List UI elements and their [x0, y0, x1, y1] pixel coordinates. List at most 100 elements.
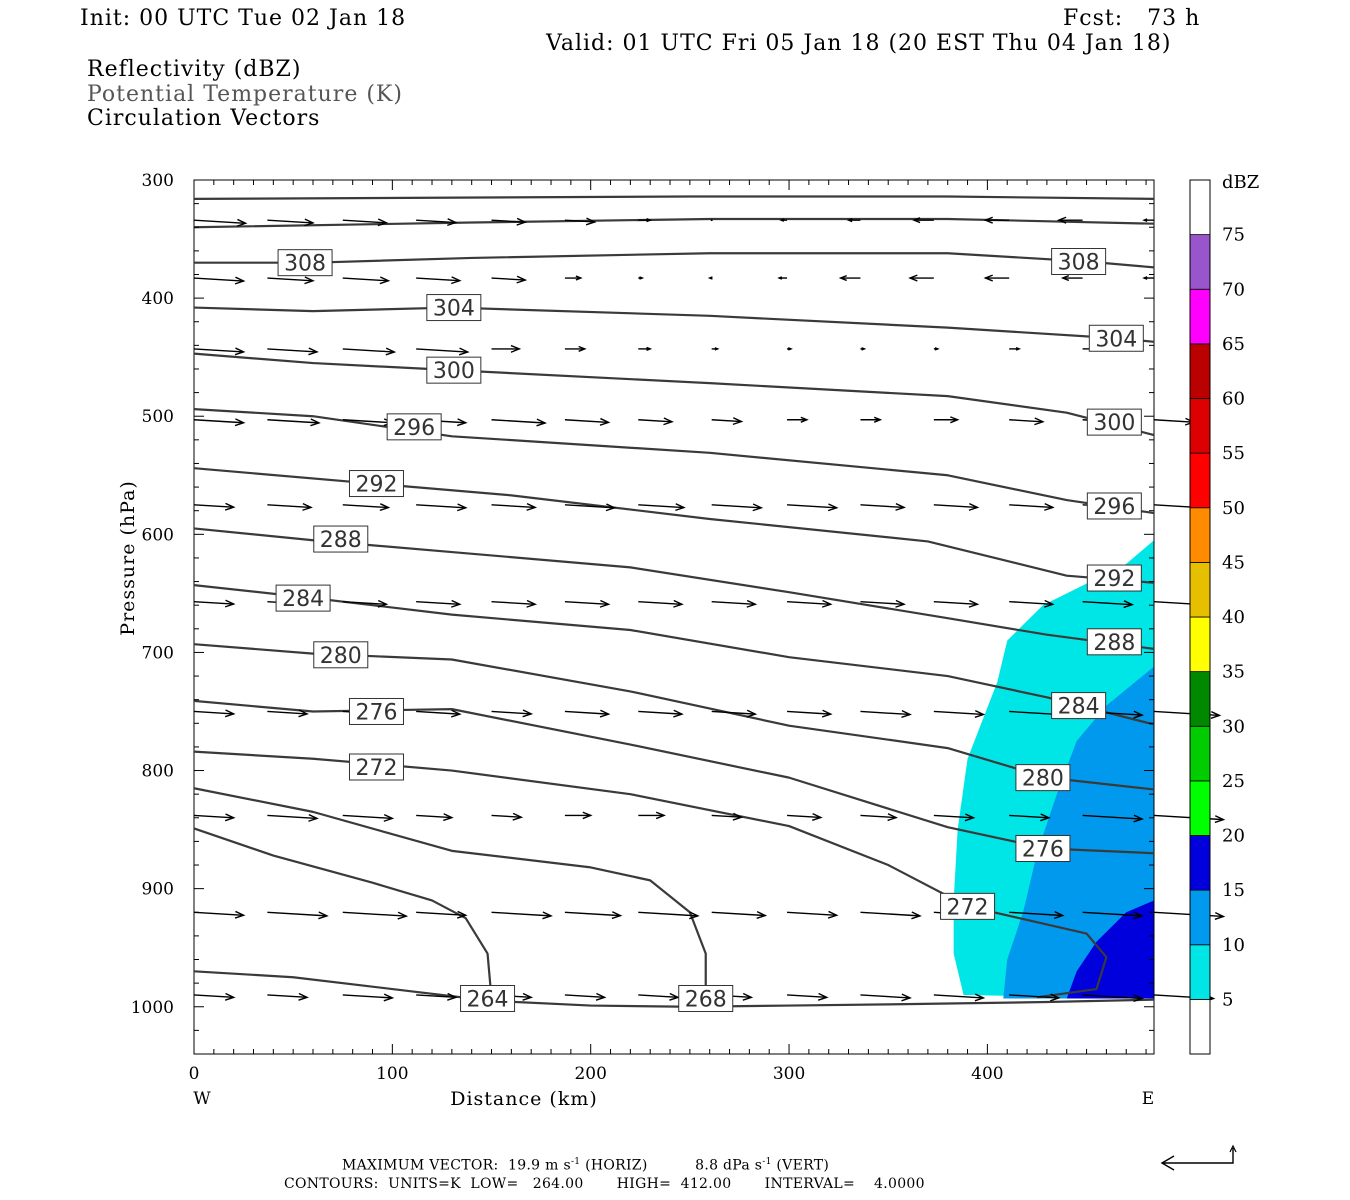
circulation-vector: [777, 276, 788, 280]
vector-shaft: [564, 504, 615, 509]
vector-shaft: [564, 419, 609, 424]
circulation-vector: [912, 217, 934, 224]
colorbar-bin: [1189, 234, 1211, 290]
forecast-hour: Fcst: 73 h: [1063, 6, 1201, 31]
vector-shaft: [342, 504, 389, 509]
colorbar-level-label: 25: [1222, 771, 1245, 792]
vector-head: [599, 709, 611, 718]
circulation-vector: [787, 347, 793, 351]
vector-head: [964, 813, 976, 822]
vector-shaft: [933, 600, 978, 605]
vector-shaft: [787, 600, 831, 605]
field-theta: Potential Temperature (K): [87, 82, 403, 107]
vector-head: [575, 275, 583, 281]
theta-contour-284: [193, 584, 1155, 726]
plot-border: [193, 179, 1155, 1055]
circulation-vector: [491, 502, 538, 511]
vector-shaft: [787, 911, 837, 916]
horiz-exponent: -1: [570, 1157, 581, 1167]
x-axis-label: Distance (km): [450, 1088, 598, 1110]
y-tick-label: 300: [142, 171, 174, 191]
circulation-vector: [1082, 911, 1144, 920]
vector-shaft: [416, 348, 468, 353]
circulation-vector: [342, 347, 397, 356]
vector-shaft: [638, 710, 682, 715]
circulation-vector: [711, 503, 764, 512]
vector-head: [912, 217, 921, 224]
vector-head: [1210, 710, 1222, 719]
max-vector-vert-unit: (VERT): [776, 1157, 830, 1174]
circulation-vector: [564, 599, 611, 608]
vector-head: [451, 709, 462, 718]
vector-shaft: [193, 814, 234, 819]
circulation-vector: [416, 813, 454, 822]
vector-head: [1044, 502, 1055, 511]
circulation-vector: [787, 992, 829, 1001]
vector-shaft: [1153, 419, 1194, 423]
circulation-vector: [491, 418, 547, 427]
vector-head: [1133, 710, 1144, 719]
vector-head: [234, 910, 246, 919]
vector-head: [901, 993, 912, 1002]
vector-head: [746, 709, 758, 718]
vector-shaft: [193, 994, 234, 999]
contour-label-box: [1051, 692, 1107, 720]
circulation-vector: [193, 992, 236, 1001]
vector-head: [308, 347, 319, 356]
circulation-vector: [564, 503, 617, 512]
vector-head: [605, 503, 617, 512]
theta-contour-label: 280: [313, 641, 369, 669]
contour-label-text: 264: [467, 987, 509, 1012]
theta-contour-label: 288: [313, 525, 369, 553]
vector-shaft: [1082, 814, 1143, 820]
theta-contour-label: 284: [275, 584, 331, 612]
vector-shaft: [416, 911, 466, 916]
vector-head: [934, 347, 940, 351]
contour-label-box: [1015, 764, 1071, 792]
x-tick-label: 300: [773, 1064, 805, 1084]
contour-label-box: [275, 584, 331, 612]
reference-vector: [1160, 1144, 1237, 1171]
theta-contour-label: 304: [426, 294, 482, 322]
vector-shaft: [491, 277, 526, 281]
vector-head: [821, 599, 833, 608]
vector-head: [1142, 218, 1148, 223]
colorbar-bin: [1189, 780, 1211, 836]
circulation-vector: [267, 813, 319, 822]
circulation-vector: [1009, 417, 1045, 426]
vector-head: [1214, 912, 1226, 920]
contour-label-layer: 308 308 304 304 300 300 296 296 292 292 288 288 284 2…: [275, 247, 1144, 1012]
vector-head: [512, 812, 524, 821]
y-tick-label: 600: [142, 525, 174, 545]
vector-head: [777, 276, 783, 280]
circulation-vector: [1082, 600, 1135, 609]
circulation-vector: [416, 709, 462, 718]
circulation-vector: [1009, 502, 1055, 511]
colorbar-title: dBZ: [1222, 172, 1259, 193]
vector-head: [234, 347, 246, 356]
vector-head: [732, 812, 744, 821]
colorbar-bin: [1189, 835, 1211, 891]
vector-head: [458, 347, 470, 356]
vector-shaft: [491, 710, 532, 715]
colorbar-level-label: 35: [1222, 662, 1245, 683]
colorbar-bin: [1189, 561, 1211, 618]
vector-shaft: [1009, 600, 1053, 605]
circulation-vector: [1082, 814, 1144, 823]
vector-head: [516, 275, 528, 284]
circulation-vector: [846, 218, 861, 223]
theta-contour-label: 276: [348, 697, 404, 725]
vector-head: [873, 416, 883, 423]
vector-shaft: [638, 504, 684, 509]
vector-shaft: [1009, 994, 1059, 999]
max-vector-horiz-unit: (HORIZ): [585, 1157, 648, 1174]
vector-shaft: [342, 911, 407, 917]
circulation-vector: [193, 276, 246, 285]
theta-contour-264: [193, 827, 493, 999]
vector-shaft: [787, 994, 827, 999]
circulation-vector: [787, 709, 833, 718]
vector-shaft: [1009, 504, 1053, 509]
vector-shaft: [787, 814, 821, 819]
vector-head: [895, 502, 906, 511]
contour-label-text: 272: [947, 895, 989, 920]
